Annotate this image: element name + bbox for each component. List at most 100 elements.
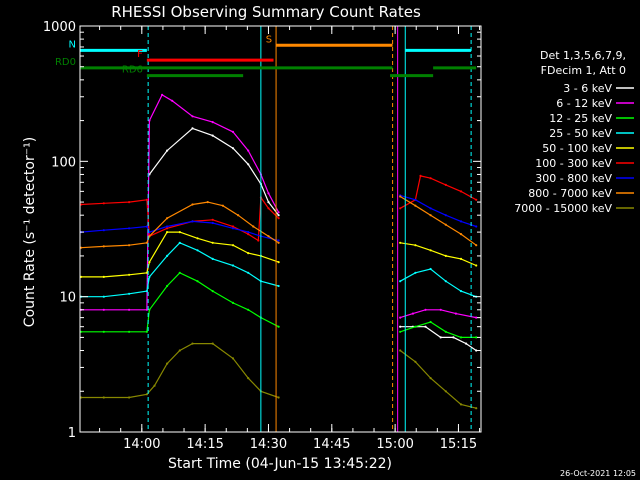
series-line-0 <box>148 127 477 351</box>
data-point-5-12 <box>267 207 270 210</box>
data-point-4-12 <box>277 261 280 264</box>
data-point-5-22 <box>475 198 478 201</box>
data-point-3-18 <box>444 280 447 283</box>
data-point-4-10 <box>247 252 250 255</box>
data-point-7-9 <box>237 214 240 217</box>
data-point-1-4 <box>148 119 151 122</box>
data-point-5-13 <box>277 217 280 220</box>
legend-label-6: 300 - 800 keV <box>535 172 612 185</box>
plot-frame <box>79 25 482 433</box>
data-point-4-7 <box>196 237 199 240</box>
data-point-1-5 <box>161 93 164 96</box>
legend-label-8: 7000 - 15000 keV <box>514 202 612 215</box>
series-line-3 <box>81 242 477 298</box>
data-point-0-10 <box>277 214 280 217</box>
data-point-6-3 <box>145 225 148 228</box>
data-point-8-10 <box>247 377 250 380</box>
data-point-5-16 <box>399 207 402 210</box>
data-point-8-17 <box>429 377 432 380</box>
data-point-2-8 <box>211 290 214 293</box>
data-point-4-20 <box>475 264 478 267</box>
legend-label-5: 100 - 300 keV <box>535 157 612 170</box>
data-point-1-16 <box>399 316 402 319</box>
data-point-6-16 <box>429 207 432 210</box>
data-point-7-4 <box>148 235 151 238</box>
data-point-1-7 <box>191 115 194 118</box>
data-point-1-8 <box>211 121 214 124</box>
data-point-7-16 <box>414 204 417 207</box>
data-point-3-2 <box>128 292 131 295</box>
flag-label-rd0: RD0 <box>55 57 76 68</box>
data-point-4-19 <box>459 257 463 260</box>
data-point-3-1 <box>102 295 105 298</box>
data-point-4-5 <box>166 231 169 234</box>
data-point-8-6 <box>178 349 181 352</box>
data-point-7-7 <box>206 201 209 204</box>
data-point-4-8 <box>211 241 214 244</box>
data-point-0-19 <box>475 349 478 352</box>
data-point-3-4 <box>148 275 151 278</box>
data-point-5-8 <box>231 225 235 228</box>
x-tick-label-3: 14:45 <box>313 437 350 452</box>
data-point-0-7 <box>247 163 250 166</box>
data-point-6-7 <box>211 221 214 225</box>
data-point-6-17 <box>444 214 447 217</box>
legend-label-1: 6 - 12 keV <box>556 97 612 110</box>
data-point-8-15 <box>399 349 402 352</box>
flag-bar-layer: N S F RD0 RD6 <box>55 26 477 432</box>
data-point-8-8 <box>211 342 214 345</box>
data-point-4-2 <box>128 273 131 276</box>
data-point-0-18 <box>465 342 468 345</box>
data-point-0-17 <box>452 336 455 339</box>
data-point-8-16 <box>414 360 417 363</box>
x-tick-label-0: 14:00 <box>123 437 160 452</box>
data-point-2-17 <box>429 320 432 324</box>
flag-label-f: F <box>137 49 143 60</box>
data-point-7-1 <box>102 245 105 248</box>
data-point-7-8 <box>221 204 224 207</box>
data-point-8-19 <box>459 403 463 406</box>
data-point-7-11 <box>267 235 270 238</box>
data-point-3-6 <box>178 241 181 244</box>
data-point-3-7 <box>196 249 199 252</box>
data-point-1-13 <box>277 211 280 214</box>
data-point-6-18 <box>459 220 463 223</box>
data-point-2-1 <box>102 330 105 333</box>
data-point-4-15 <box>399 241 402 244</box>
data-point-1-1 <box>102 308 105 311</box>
data-point-3-19 <box>459 290 463 293</box>
series-line-6 <box>80 194 477 242</box>
data-point-0-3 <box>166 149 169 152</box>
data-point-5-1 <box>102 202 105 205</box>
data-point-0-5 <box>211 134 214 137</box>
data-point-6-19 <box>475 225 478 228</box>
data-point-7-12 <box>277 241 280 244</box>
x-tick-label-4: 15:00 <box>376 437 413 452</box>
series-line-1 <box>81 93 477 319</box>
data-point-5-10 <box>257 239 260 242</box>
data-point-8-5 <box>166 362 169 365</box>
data-point-6-1 <box>102 229 105 232</box>
data-point-4-6 <box>178 231 181 234</box>
data-point-8-18 <box>444 390 447 393</box>
data-point-5-3 <box>145 198 148 201</box>
data-point-3-8 <box>211 257 214 260</box>
data-point-7-19 <box>459 233 463 236</box>
data-point-1-10 <box>247 149 250 152</box>
y-tick-label-3: 1000 <box>43 20 76 35</box>
legend-label-4: 50 - 100 keV <box>542 142 612 155</box>
data-layer <box>79 93 478 410</box>
data-point-1-19 <box>439 308 442 311</box>
tick-layer: 14:00 14:15 14:30 14:45 15:00 15:15 1 10 100 1000 <box>43 20 481 452</box>
x-tick-label-2: 14:30 <box>250 437 287 452</box>
data-point-3-12 <box>277 284 280 288</box>
data-point-7-6 <box>191 203 194 206</box>
data-point-3-9 <box>231 264 235 267</box>
data-point-7-17 <box>429 214 432 217</box>
data-point-1-17 <box>411 312 414 315</box>
data-point-7-5 <box>166 217 169 220</box>
x-tick-label-1: 14:15 <box>186 437 223 452</box>
data-point-3-10 <box>247 271 250 274</box>
y-axis-label: Count Rate (s⁻¹ detector⁻¹) <box>22 137 38 327</box>
data-point-1-2 <box>128 308 131 311</box>
